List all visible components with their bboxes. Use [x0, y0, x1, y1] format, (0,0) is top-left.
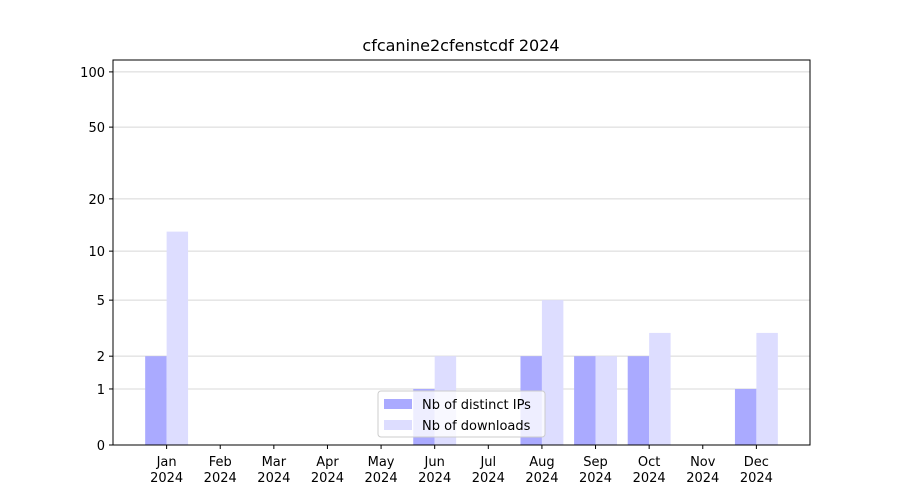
legend	[377, 390, 546, 438]
legend-label: Nb of downloads	[422, 419, 531, 434]
y-tick-label: 5	[97, 294, 105, 309]
x-tick-label: Sep 2024	[579, 455, 612, 486]
x-tick-label-line: 2024	[150, 471, 183, 486]
x-tick-label-line: 2024	[740, 471, 773, 486]
x-tick-label-line: 2024	[257, 471, 290, 486]
x-tick-label: Dec 2024	[740, 455, 773, 486]
y-tick-label: 0	[97, 439, 105, 454]
x-tick-label-line: Aug	[529, 455, 554, 470]
x-tick-label-line: Dec	[744, 455, 769, 470]
bar	[649, 332, 671, 445]
x-tick-label-line: Sep	[583, 455, 608, 470]
x-tick-label: Jul 2024	[472, 455, 505, 486]
bar	[166, 231, 189, 445]
legend-swatch	[384, 420, 412, 430]
y-tick-label: 100	[80, 66, 105, 81]
x-tick-label-line: Jan	[156, 455, 177, 470]
bar	[627, 356, 650, 445]
chart-title: cfcanine2cfenstcdf 2024	[362, 36, 559, 55]
plot-frame	[112, 59, 811, 446]
x-tick-label-line: 2024	[633, 471, 666, 486]
x-tick-label-line: Feb	[209, 455, 232, 470]
x-tick-label: Oct 2024	[633, 455, 666, 486]
bar	[145, 356, 167, 445]
x-tick-label-line: 2024	[525, 471, 558, 486]
bar	[756, 332, 778, 445]
x-tick-label-line: Jun	[424, 455, 445, 470]
x-tick-label: Feb 2024	[204, 455, 237, 486]
y-tick-label: 50	[88, 121, 105, 136]
x-tick-label: Jan 2024	[150, 455, 183, 486]
y-tick-label: 1	[97, 383, 105, 398]
x-tick-label-line: 2024	[418, 471, 451, 486]
x-tick-label-line: 2024	[365, 471, 398, 486]
bar	[734, 388, 757, 445]
x-tick-label-line: Apr	[316, 455, 339, 470]
x-tick-label-line: Nov	[690, 455, 716, 470]
x-tick-label-line: 2024	[204, 471, 237, 486]
bar	[595, 356, 617, 445]
y-tick-label: 20	[88, 193, 105, 208]
x-tick-label: Apr 2024	[311, 455, 344, 486]
y-tick-label: 10	[88, 245, 105, 260]
x-tick-label-line: Mar	[262, 455, 287, 470]
x-tick-label: Mar 2024	[257, 455, 290, 486]
legend-label: Nb of distinct IPs	[422, 398, 531, 413]
bar	[541, 300, 564, 445]
x-tick-label-line: 2024	[686, 471, 719, 486]
x-tick-label: Nov 2024	[686, 455, 719, 486]
bar	[574, 356, 596, 445]
y-tick-label: 2	[97, 350, 105, 365]
legend-swatch	[384, 399, 412, 409]
x-tick-label: Jun 2024	[418, 455, 451, 486]
x-tick-label-line: 2024	[579, 471, 612, 486]
x-tick-label-line: 2024	[311, 471, 344, 486]
x-tick-label-line: 2024	[472, 471, 505, 486]
x-tick-label: Aug 2024	[525, 455, 558, 486]
x-tick-label-line: Jul	[479, 455, 496, 470]
x-tick-label-line: May	[368, 455, 395, 470]
x-tick-label: May 2024	[365, 455, 398, 486]
x-tick-label-line: Oct	[638, 455, 660, 470]
